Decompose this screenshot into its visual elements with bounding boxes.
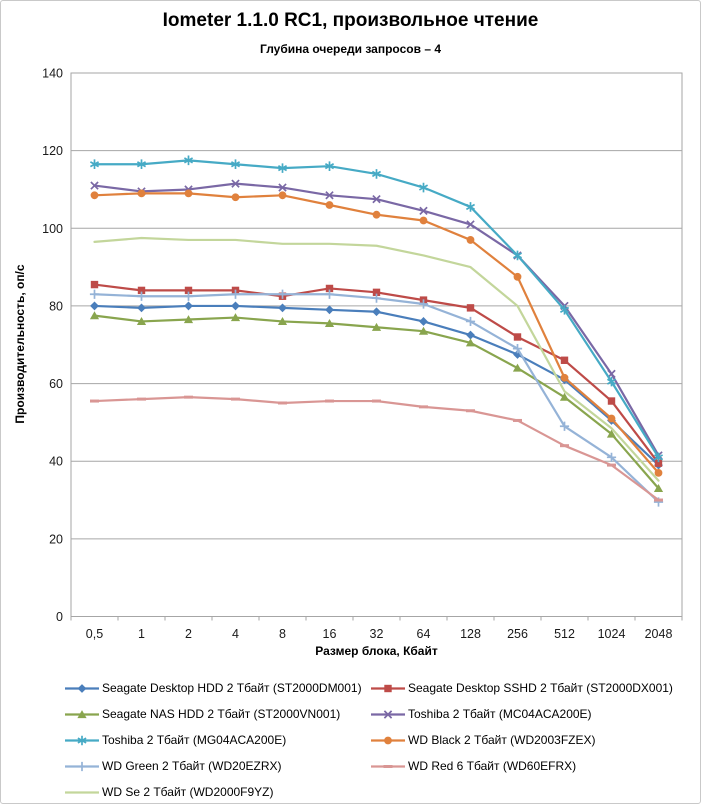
series-5 — [90, 189, 663, 477]
y-tick-label: 140 — [42, 67, 63, 81]
x-tick-label: 4 — [232, 627, 239, 641]
legend-label: Seagate Desktop HDD 2 Тбайт (ST2000DM001… — [102, 681, 362, 695]
x-axis-ticks — [70, 616, 683, 621]
legend: Seagate Desktop HDD 2 Тбайт (ST2000DM001… — [64, 675, 689, 803]
x-tick-label: 32 — [370, 627, 384, 641]
x-tick-label: 512 — [554, 627, 575, 641]
legend-item: Seagate Desktop SSHD 2 Тбайт (ST2000DX00… — [370, 681, 689, 695]
legend-label: WD Se 2 Тбайт (WD2000F9YZ) — [102, 785, 274, 799]
x-tick-label: 2048 — [645, 627, 673, 641]
legend-item: Seagate Desktop HDD 2 Тбайт (ST2000DM001… — [64, 681, 370, 695]
chart-title: Iometer 1.1.0 RC1, произвольное чтение — [162, 10, 539, 31]
plot-area: 0 20 40 60 80 100 120 140 0,5 1 2 4 8 16 32 64 128 256 512… — [42, 67, 683, 641]
x-tick-label: 256 — [507, 627, 528, 641]
legend-label: Seagate NAS HDD 2 Тбайт (ST2000VN001) — [102, 707, 341, 721]
legend-marker-x — [371, 709, 405, 719]
series-8 — [93, 236, 660, 482]
legend-label: Seagate Desktop SSHD 2 Тбайт (ST2000DX00… — [408, 681, 673, 695]
legend-marker-asterisk — [65, 735, 99, 745]
x-tick-label: 8 — [279, 627, 286, 641]
legend-marker-dash — [371, 764, 405, 768]
legend-marker-square — [371, 684, 405, 692]
legend-label: WD Green 2 Тбайт (WD20EZRX) — [102, 759, 282, 773]
x-tick-label: 0,5 — [86, 627, 103, 641]
x-axis-title: Размер блока, Кбайт — [315, 644, 438, 658]
legend-item: Seagate NAS HDD 2 Тбайт (ST2000VN001) — [64, 707, 370, 721]
y-tick-label: 60 — [49, 377, 63, 391]
x-tick-labels: 0,5 1 2 4 8 16 32 64 128 256 512 1024 2048 — [86, 627, 673, 641]
y-tick-label: 0 — [56, 610, 63, 624]
legend-item: WD Se 2 Тбайт (WD2000F9YZ) — [64, 785, 370, 799]
legend-marker-circle — [371, 736, 405, 744]
legend-label: WD Red 6 Тбайт (WD60EFRX) — [408, 759, 577, 773]
y-tick-label: 120 — [42, 144, 63, 158]
y-tick-label: 40 — [49, 455, 63, 469]
legend-label: Toshiba 2 Тбайт (MG04ACA200E) — [102, 733, 287, 747]
legend-item: WD Black 2 Тбайт (WD2003FZEX) — [370, 733, 689, 747]
legend-item: Toshiba 2 Тбайт (MG04ACA200E) — [64, 733, 370, 747]
series-2 — [89, 311, 664, 492]
series-7 — [90, 395, 663, 502]
y-tick-labels: 0 20 40 60 80 100 120 140 — [42, 67, 63, 625]
y-tick-label: 80 — [49, 299, 63, 313]
x-tick-label: 64 — [417, 627, 431, 641]
legend-marker-plus — [65, 761, 99, 771]
x-tick-label: 2 — [185, 627, 192, 641]
x-tick-label: 1 — [138, 627, 145, 641]
legend-label: Toshiba 2 Тбайт (MC04ACA200E) — [408, 707, 592, 721]
series-7-line — [93, 396, 660, 502]
x-tick-label: 1024 — [598, 627, 626, 641]
legend-label: WD Black 2 Тбайт (WD2003FZEX) — [408, 733, 596, 747]
legend-item: Toshiba 2 Тбайт (MC04ACA200E) — [370, 707, 689, 721]
x-tick-label: 16 — [323, 627, 337, 641]
series-5-line — [93, 192, 660, 474]
legend-item: WD Red 6 Тбайт (WD60EFRX) — [370, 759, 689, 773]
x-tick-label: 128 — [460, 627, 481, 641]
plot-border — [70, 72, 683, 617]
series-8-line — [93, 236, 660, 482]
y-tick-label: 20 — [49, 532, 63, 546]
chart-subtitle: Глубина очереди запросов – 4 — [259, 42, 442, 56]
legend-marker-triangle — [65, 709, 99, 718]
y-axis-title: Производительность, оп/с — [13, 264, 27, 424]
legend-marker-none — [65, 790, 99, 794]
legend-item: WD Green 2 Тбайт (WD20EZRX) — [64, 759, 370, 773]
series-4 — [89, 155, 664, 463]
y-tick-label: 100 — [42, 222, 63, 236]
series-6 — [89, 289, 664, 507]
legend-marker-diamond — [65, 683, 99, 693]
